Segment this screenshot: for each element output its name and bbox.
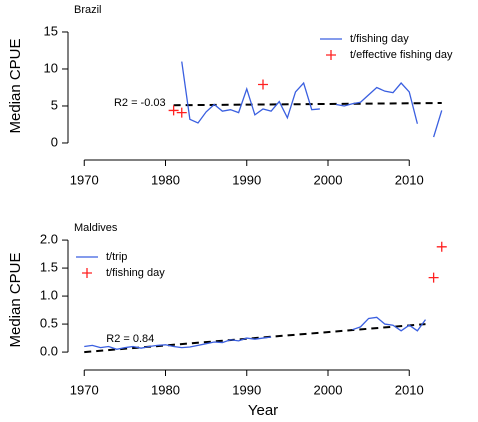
y-tick-label: 0 — [51, 134, 58, 149]
point-marker — [176, 107, 187, 118]
series-line — [84, 316, 427, 350]
point-marker — [258, 79, 268, 90]
y-tick-label: 0.5 — [40, 316, 58, 331]
panel-title: Maldives — [74, 222, 118, 234]
trend-annotation: R2 = -0.03 — [114, 97, 166, 109]
legend-label: t/fishing day — [106, 267, 165, 279]
y-tick-label: 10 — [44, 60, 58, 75]
y-tick-label: 1.5 — [40, 260, 58, 275]
y-axis-label: Median CPUE — [7, 252, 24, 347]
legend-label: t/trip — [106, 251, 127, 263]
x-tick-label: 2010 — [395, 172, 424, 187]
point-marker — [428, 272, 439, 283]
y-tick-label: 2.0 — [40, 232, 58, 247]
x-tick-label: 1980 — [151, 382, 180, 397]
x-tick-label: 1990 — [232, 382, 261, 397]
point-marker — [168, 105, 179, 116]
x-tick-label: 1970 — [70, 382, 99, 397]
x-tick-label: 2010 — [395, 382, 424, 397]
x-tick-label: 1990 — [232, 172, 261, 187]
x-tick-label: 2000 — [314, 172, 343, 187]
y-tick-label: 15 — [44, 23, 58, 38]
y-tick-label: 1.0 — [40, 288, 58, 303]
legend-label: t/effective fishing day — [350, 49, 453, 61]
series-line — [181, 61, 443, 138]
legend-label: t/fishing day — [350, 33, 409, 45]
trend-line — [84, 323, 426, 354]
y-tick-label: 0.0 — [40, 344, 58, 359]
legend-marker — [82, 268, 92, 278]
y-axis-label: Median CPUE — [7, 38, 24, 133]
trend-annotation: R2 = 0.84 — [106, 333, 154, 345]
legend-marker — [326, 50, 336, 60]
trend-line — [173, 102, 442, 107]
x-tick-label: 1980 — [151, 172, 180, 187]
panel-title: Brazil — [74, 4, 102, 16]
y-tick-label: 5 — [51, 97, 58, 112]
x-tick-label: 2000 — [314, 382, 343, 397]
x-axis-label: Year — [248, 402, 278, 419]
x-tick-label: 1970 — [70, 172, 99, 187]
point-marker — [436, 241, 447, 252]
